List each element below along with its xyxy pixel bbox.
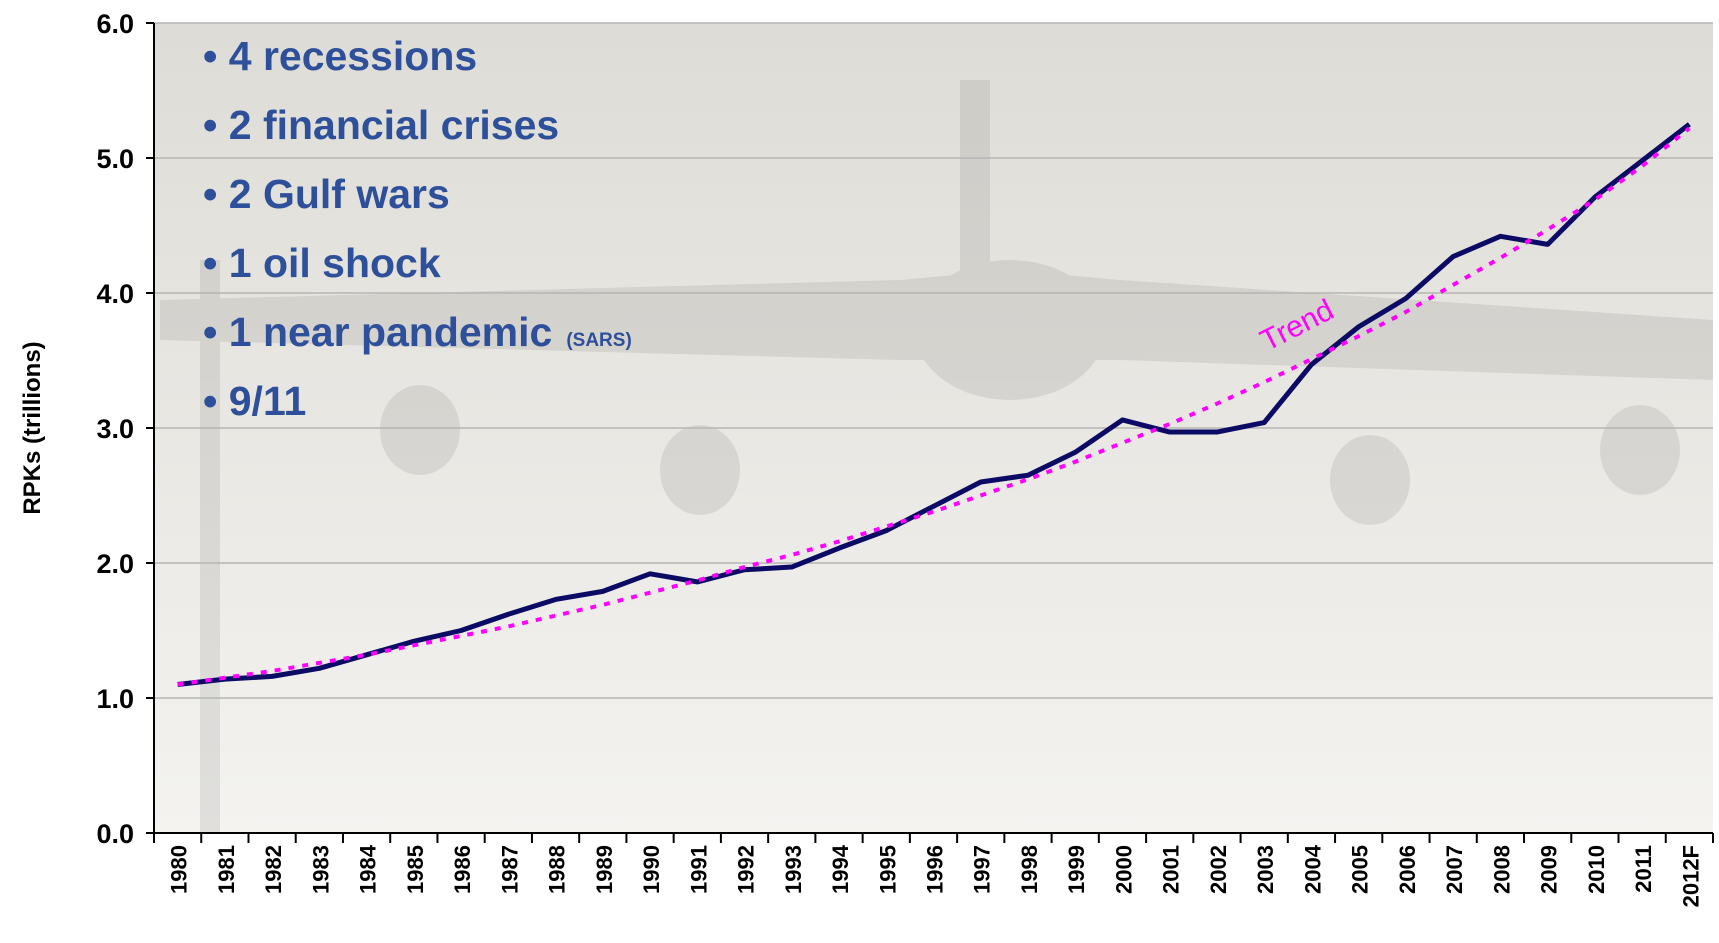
x-tick-label: 1981	[214, 845, 239, 894]
annotation: • 1 near pandemic (SARS)	[203, 309, 632, 355]
annotation-text: 2 Gulf wars	[229, 171, 450, 217]
bullet: •	[203, 33, 229, 79]
x-tick-label: 1989	[592, 845, 617, 894]
x-tick-label: 1980	[167, 845, 192, 894]
x-tick-label: 1986	[450, 845, 475, 894]
annotation-text: 1 near pandemic	[229, 309, 553, 355]
annotation: • 1 oil shock	[203, 240, 441, 286]
x-tick-label: 2012F	[1678, 845, 1703, 907]
annotation: • 9/11	[203, 378, 306, 424]
x-tick-label: 2002	[1206, 845, 1231, 894]
data-line	[177, 122, 1691, 687]
x-tick-label: 1995	[875, 845, 900, 894]
annotation: • 2 financial crises	[203, 102, 559, 148]
y-tick-label: 5.0	[96, 144, 134, 174]
y-tick-label: 1.0	[96, 684, 134, 714]
x-tick-label: 1999	[1064, 845, 1089, 894]
annotation-text: 9/11	[229, 378, 307, 424]
x-tick-label: 2006	[1395, 845, 1420, 894]
x-tick-label: 2005	[1348, 845, 1373, 894]
x-tick-label: 1990	[639, 845, 664, 894]
x-tick-label: 1994	[828, 844, 853, 894]
y-axis-label: RPKs (trillions)	[19, 341, 46, 514]
x-tick-label: 1993	[781, 845, 806, 894]
x-tick-label: 1991	[686, 845, 711, 894]
x-tick-label: 2004	[1300, 844, 1325, 894]
x-tick-label: 2001	[1159, 845, 1184, 894]
y-tick-label: 2.0	[96, 549, 134, 579]
x-tick-label: 1983	[308, 845, 333, 894]
annotation-note: (SARS)	[566, 330, 631, 351]
bullet: •	[203, 171, 229, 217]
x-tick-label: 1996	[923, 845, 948, 894]
x-tick-label: 1982	[261, 845, 286, 894]
annotation-text: 1 oil shock	[229, 240, 441, 286]
x-tick-label: 2003	[1253, 845, 1278, 894]
annotation-text: 4 recessions	[229, 33, 477, 79]
y-tick-label: 4.0	[96, 279, 134, 309]
x-tick-label: 1987	[497, 845, 522, 894]
x-tick-label: 2007	[1442, 845, 1467, 894]
x-tick-label: 1997	[970, 845, 995, 894]
trend-line	[177, 126, 1691, 687]
y-tick-label: 0.0	[96, 819, 134, 849]
x-tick-label: 1992	[734, 845, 759, 894]
x-tick-label: 2000	[1111, 845, 1136, 894]
annotation: • 2 Gulf wars	[203, 171, 450, 217]
x-tick-label: 2011	[1631, 845, 1656, 893]
x-tick-label: 1984	[356, 844, 381, 894]
y-tick-label: 3.0	[96, 414, 134, 444]
bullet: •	[203, 378, 229, 424]
y-tick-label: 6.0	[96, 9, 134, 39]
x-tick-label: 1988	[545, 845, 570, 894]
bullet: •	[203, 240, 229, 286]
annotation-text: 2 financial crises	[229, 102, 559, 148]
x-tick-label: 1998	[1017, 845, 1042, 894]
x-tick-label: 1985	[403, 845, 428, 894]
x-tick-label: 2010	[1584, 845, 1609, 894]
x-tick-label: 2009	[1537, 845, 1562, 894]
bullet: •	[203, 309, 229, 355]
x-tick-label: 2008	[1489, 845, 1514, 894]
annotation: • 4 recessions	[203, 33, 477, 79]
bullet: •	[203, 102, 229, 148]
